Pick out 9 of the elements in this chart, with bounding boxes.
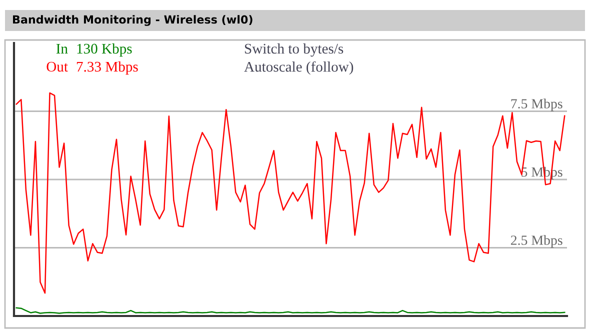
y-tick-label: 2.5 Mbps	[510, 235, 562, 248]
annotation: Switch to bytes/s	[244, 43, 344, 57]
annotation: Autoscale (follow)	[244, 61, 354, 75]
annotation: 130 Kbps	[77, 43, 132, 57]
text: In	[56, 44, 68, 54]
series-label: Out	[46, 62, 68, 72]
annotation: 7.33 Mbps	[76, 61, 138, 75]
y-tick-label: 7.5 Mbps	[511, 98, 562, 112]
chart-title: Bandwidth Monitoring - Wireless (wl0)	[13, 15, 252, 26]
